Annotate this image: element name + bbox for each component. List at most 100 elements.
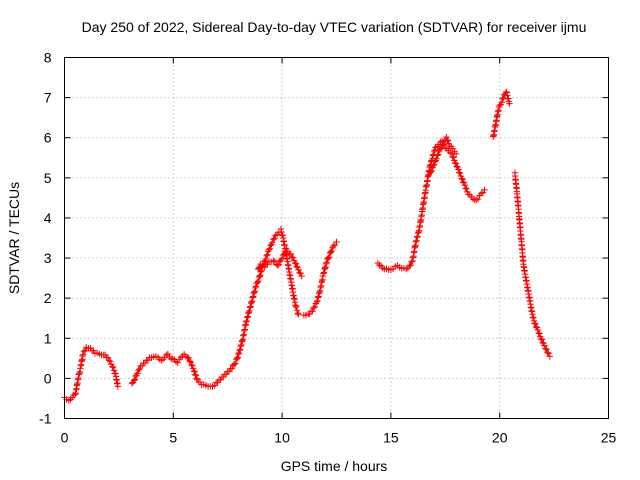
- data-point: [255, 277, 262, 285]
- data-point: [187, 358, 194, 366]
- x-tick-label: 15: [383, 430, 399, 446]
- y-tick-label: 6: [44, 130, 52, 146]
- y-tick-label: 1: [44, 330, 52, 346]
- data-point: [545, 350, 552, 357]
- data-point: [532, 323, 540, 331]
- plot-frame: [64, 57, 609, 419]
- data-point: [505, 95, 512, 102]
- data-point: [297, 270, 304, 277]
- data-point: [406, 262, 413, 270]
- data-point: [328, 247, 335, 255]
- data-point: [436, 146, 444, 153]
- data-point: [321, 264, 329, 272]
- data-point: [114, 383, 122, 390]
- y-axis-label: SDTVAR / TECUs: [6, 182, 22, 294]
- data-point: [248, 298, 255, 306]
- data-point: [320, 269, 328, 276]
- data-point: [449, 145, 457, 152]
- data-point: [134, 370, 141, 377]
- data-point: [473, 196, 480, 204]
- data-point: [315, 293, 322, 300]
- x-tick-label: 20: [492, 430, 508, 446]
- data-point: [242, 318, 250, 326]
- data-point: [455, 169, 463, 176]
- data-point: [333, 238, 340, 246]
- data-point: [272, 232, 279, 239]
- data-point: [246, 304, 254, 311]
- data-point: [295, 311, 302, 318]
- tick-labels: 0 5 10 15 20 25 -1 0 1 2 3 4 5 6 7 8: [39, 50, 616, 446]
- data-point: [449, 153, 456, 161]
- data-point: [274, 262, 281, 269]
- data-point: [296, 269, 303, 276]
- data-point: [237, 346, 244, 353]
- data-point: [188, 361, 195, 369]
- data-point: [270, 236, 277, 243]
- data-point: [261, 263, 268, 271]
- data-point: [430, 162, 437, 169]
- data-point: [538, 336, 546, 343]
- data-point: [427, 168, 435, 176]
- data-point: [235, 349, 243, 357]
- data-point: [185, 354, 192, 362]
- data-point: [292, 260, 300, 267]
- data-point: [189, 362, 196, 369]
- data-point: [220, 373, 227, 381]
- y-tick-label: 5: [44, 170, 52, 186]
- data-point: [244, 313, 252, 320]
- data-point: [452, 160, 460, 167]
- data-point: [265, 246, 273, 253]
- data-point: [110, 367, 118, 374]
- data-point: [498, 99, 506, 106]
- data-point: [263, 252, 270, 259]
- data-point: [186, 357, 193, 365]
- data-point: [269, 239, 276, 246]
- data-point: [193, 375, 200, 382]
- data-point: [293, 307, 301, 314]
- data-point: [174, 359, 181, 366]
- data-point: [245, 309, 253, 316]
- data-point: [163, 351, 170, 359]
- data-point: [529, 314, 537, 321]
- data-point: [295, 266, 302, 273]
- data-point: [104, 354, 112, 361]
- data-point: [330, 242, 337, 250]
- data-point: [503, 89, 510, 96]
- data-point: [239, 337, 246, 344]
- data-point: [314, 297, 321, 305]
- data-point: [428, 167, 435, 175]
- data-point: [211, 382, 218, 389]
- data-point: [433, 155, 440, 163]
- data-point: [234, 354, 241, 361]
- data-point: [135, 366, 142, 374]
- data-point: [534, 326, 541, 334]
- data-point: [407, 261, 414, 269]
- data-point: [278, 255, 286, 262]
- data-point: [255, 264, 263, 272]
- y-tick-label: 7: [44, 90, 52, 106]
- data-point: [504, 92, 511, 99]
- data-point: [450, 154, 457, 161]
- data-point: [228, 365, 236, 372]
- data-point: [431, 146, 439, 154]
- data-point: [412, 238, 420, 245]
- data-point: [289, 254, 297, 261]
- data-point: [246, 307, 253, 315]
- data-point: [379, 264, 386, 272]
- x-tick-label: 5: [169, 430, 177, 446]
- data-point: [252, 283, 260, 290]
- data-point: [257, 271, 264, 279]
- data-point: [408, 258, 415, 265]
- data-point: [443, 133, 450, 141]
- data-point: [322, 263, 329, 271]
- data-point: [474, 195, 482, 203]
- data-point: [237, 342, 244, 350]
- data-point: [434, 152, 441, 159]
- data-point: [500, 94, 507, 102]
- data-point: [316, 288, 323, 296]
- data-point: [463, 185, 470, 193]
- data-point: [435, 151, 442, 158]
- data-point: [252, 284, 259, 291]
- data-point: [294, 310, 301, 317]
